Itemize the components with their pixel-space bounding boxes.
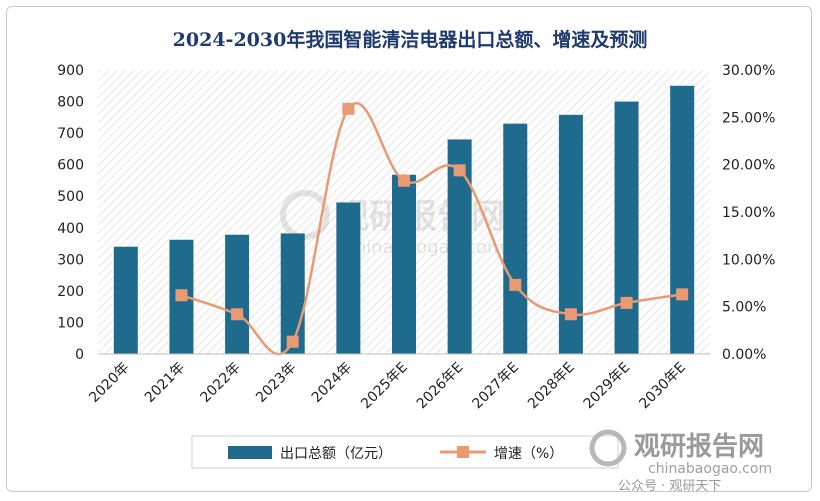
line-series bbox=[175, 101, 689, 356]
left-tick-label: 400 bbox=[57, 221, 84, 237]
legend-line-marker bbox=[457, 446, 469, 458]
corner-logo-icon bbox=[589, 429, 627, 467]
legend-bar-swatch bbox=[228, 446, 272, 459]
left-tick-label: 600 bbox=[57, 158, 84, 174]
x-tick-label: 2021年 bbox=[142, 360, 188, 406]
x-tick-label: 2024年 bbox=[309, 360, 355, 406]
right-tick-label: 30.00% bbox=[722, 63, 775, 79]
legend-line-label: 增速（%） bbox=[494, 446, 563, 462]
right-tick-label: 20.00% bbox=[722, 158, 775, 174]
x-tick-label: 2027年E bbox=[469, 360, 522, 413]
x-tick-label: 2020年 bbox=[86, 360, 132, 406]
corner-watermark-account: 公众号 · 观研天下 bbox=[618, 479, 721, 494]
left-axis: 0 100 200 300 400 500 600 700 800 900 bbox=[57, 63, 84, 363]
right-tick-label: 0.00% bbox=[722, 347, 766, 363]
line-point bbox=[509, 278, 522, 291]
corner-watermark: 观研报告网 chinabaogao.com 公众号 · 观研天下 bbox=[589, 429, 772, 494]
x-tick-label: 2028年E bbox=[525, 360, 578, 413]
left-tick-label: 300 bbox=[57, 252, 84, 268]
chart-title: 2024-2030年我国智能清洁电器出口总额、增速及预测 bbox=[173, 28, 648, 51]
line-point bbox=[398, 174, 410, 187]
left-tick-label: 200 bbox=[57, 284, 84, 300]
line-point bbox=[342, 102, 355, 115]
right-axis: 0.00% 5.00% 10.00% 15.00% 20.00% 25.00% 30.00% bbox=[722, 63, 775, 363]
right-tick-label: 25.00% bbox=[722, 110, 775, 126]
line-point bbox=[564, 308, 577, 321]
x-tick-label: 2023年 bbox=[253, 360, 299, 406]
x-tick-label: 2022年 bbox=[198, 360, 244, 406]
right-tick-label: 15.00% bbox=[722, 205, 775, 221]
left-tick-label: 500 bbox=[57, 189, 84, 205]
line-point bbox=[620, 296, 633, 309]
x-tick-label: 2029年E bbox=[581, 360, 634, 413]
bar bbox=[670, 85, 695, 355]
right-tick-label: 5.00% bbox=[722, 300, 766, 316]
center-watermark-url: chinabaogao.com bbox=[345, 237, 505, 258]
bar-series bbox=[113, 85, 695, 355]
bar bbox=[392, 174, 416, 354]
watermark-logo-icon bbox=[280, 190, 330, 240]
left-tick-label: 100 bbox=[57, 315, 84, 331]
x-tick-label: 2025年E bbox=[358, 360, 411, 413]
corner-watermark-brand: 观研报告网 bbox=[634, 431, 764, 462]
corner-watermark-url: chinabaogao.com bbox=[648, 461, 772, 477]
bar bbox=[336, 202, 361, 354]
bar bbox=[225, 234, 250, 354]
left-tick-label: 700 bbox=[57, 126, 84, 142]
x-tick-label: 2026年E bbox=[414, 360, 467, 413]
bar bbox=[614, 101, 639, 354]
x-axis-labels: 2020年 2021年 2022年 2023年 2024年 2025年E 2026年E 202… bbox=[86, 360, 689, 413]
bar bbox=[280, 233, 305, 354]
x-tick-label: 2030年E bbox=[636, 360, 689, 413]
left-tick-label: 900 bbox=[57, 63, 84, 79]
left-tick-label: 0 bbox=[75, 347, 84, 363]
line-point bbox=[676, 288, 689, 301]
left-tick-label: 800 bbox=[57, 95, 84, 111]
line-point bbox=[286, 335, 299, 348]
line-point bbox=[453, 164, 466, 177]
center-watermark-brand: 观研报告网 bbox=[335, 197, 505, 237]
legend: 出口总额（亿元） 增速（%） bbox=[191, 435, 619, 469]
right-tick-label: 10.00% bbox=[722, 252, 775, 268]
bar bbox=[503, 123, 528, 355]
legend-bar-label: 出口总额（亿元） bbox=[280, 446, 392, 462]
bar bbox=[113, 246, 138, 354]
line-point bbox=[175, 289, 188, 302]
line-point bbox=[231, 308, 244, 321]
